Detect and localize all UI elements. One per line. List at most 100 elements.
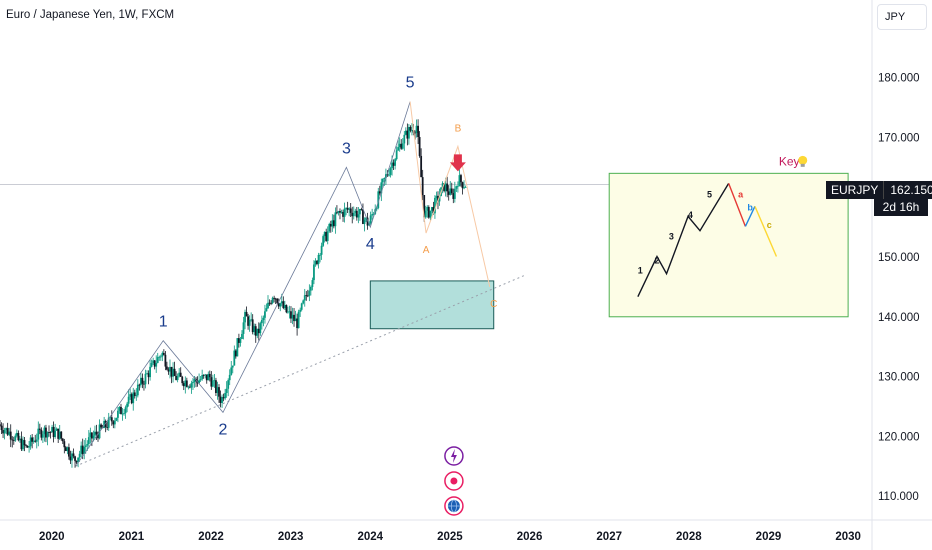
candle-body [92, 435, 95, 439]
candle-body [299, 309, 302, 312]
candle-body [349, 208, 352, 213]
candle-body [360, 209, 363, 210]
candle-body [224, 392, 227, 399]
key-box [608, 172, 849, 318]
record-icon[interactable] [444, 471, 464, 491]
candle-body [178, 372, 181, 377]
candle-body [348, 208, 351, 210]
candle-body [61, 438, 64, 442]
diagram-impulse-label-2: 2 [654, 256, 659, 266]
candle-body [63, 441, 66, 448]
candle-body [241, 333, 243, 339]
candle-body [293, 314, 295, 322]
candle-body [280, 301, 283, 304]
candle-body [159, 356, 162, 358]
candle-body [455, 186, 458, 189]
globe-icon[interactable] [444, 496, 464, 516]
candle-body [326, 231, 329, 241]
candle-body [250, 319, 253, 321]
candle-body [415, 125, 418, 134]
candle-body [302, 300, 305, 304]
candle-body [429, 210, 432, 218]
lightning-glyph [450, 449, 457, 463]
candle-body [234, 350, 237, 357]
candle-body [202, 375, 205, 376]
candle-body [434, 197, 436, 214]
candle-body [288, 311, 291, 313]
candle-body [247, 316, 249, 326]
diagram-impulse-label-4: 4 [688, 210, 693, 220]
candle-body [352, 212, 355, 217]
candle-body [366, 217, 369, 226]
candle-body [411, 129, 413, 131]
symbol-label: EURJPY [826, 181, 884, 199]
candle-body [450, 188, 453, 194]
candle-body [132, 392, 135, 404]
candle-body [346, 208, 349, 210]
candle-body [19, 438, 21, 441]
candle-body [464, 187, 467, 188]
candle-body [135, 395, 138, 397]
candle-body [319, 254, 321, 256]
candle-body [118, 406, 121, 411]
support-trendline [75, 274, 526, 467]
diagram-impulse-label-3: 3 [669, 231, 674, 241]
candle-body [32, 440, 35, 442]
candle-body [441, 183, 444, 188]
candle-body [336, 212, 338, 214]
candle-body [127, 396, 130, 404]
candle-body [204, 374, 207, 376]
corrective-wave-path [409, 101, 491, 288]
candle-body [78, 453, 81, 458]
candle-body [276, 298, 279, 304]
candle-body [351, 212, 354, 217]
candle-body [43, 427, 46, 435]
candle-body [31, 437, 34, 442]
candle-body [245, 311, 248, 317]
candle-body [423, 195, 426, 218]
candle-body [182, 383, 185, 387]
candle-body [84, 445, 87, 447]
lightning-icon[interactable] [444, 446, 464, 466]
candle-body [264, 311, 266, 318]
candle-body [124, 407, 127, 414]
candle-body [339, 211, 341, 213]
lightbulb-glass [798, 155, 808, 165]
candle-body [273, 297, 276, 299]
candle-body [227, 380, 230, 389]
candle-body [2, 430, 4, 434]
candle-body [188, 386, 191, 388]
candle-body [121, 413, 124, 415]
lightbulb-base [800, 163, 805, 167]
candle-body [259, 323, 262, 334]
candle-body [337, 211, 340, 213]
currency-selector[interactable]: JPY [877, 4, 927, 30]
candle-body [420, 155, 423, 178]
candle-body [257, 328, 260, 334]
candle-body [11, 439, 14, 441]
candle-body [377, 191, 380, 208]
candle-body [86, 444, 89, 446]
wave-label-2: 2 [219, 421, 228, 438]
candle-body [343, 208, 346, 217]
candle-body [48, 432, 50, 433]
diagram-corrective-label-c: c [767, 220, 772, 230]
candle-body [213, 380, 216, 382]
candle-body [141, 377, 144, 384]
candle-body [25, 445, 27, 446]
wave-label-1: 1 [159, 314, 168, 331]
candle-body [320, 245, 323, 255]
candle-body [211, 380, 214, 387]
candle-body [64, 447, 67, 452]
impulse-wave-path [75, 101, 411, 467]
y-tick-label: 110.000 [878, 491, 919, 503]
down-arrow-icon [449, 154, 466, 172]
candle-body [444, 183, 447, 192]
candle-body [69, 456, 72, 461]
candle-body [37, 428, 40, 440]
candle-body [279, 303, 282, 307]
diagram-wave-a [728, 183, 747, 227]
candle-body [256, 328, 259, 336]
candle-body [233, 350, 236, 366]
